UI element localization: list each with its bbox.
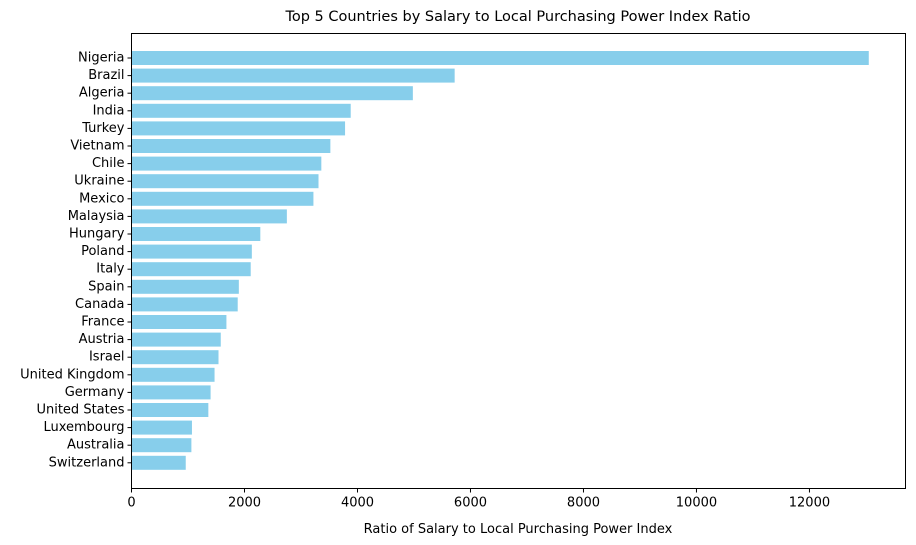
y-tick-label-hungary: Hungary [69, 227, 125, 242]
y-tick-label-vietnam: Vietnam [70, 139, 124, 154]
bar-poland [131, 244, 252, 259]
x-tick-label-10000: 10000 [676, 496, 717, 511]
x-tick-label-12000: 12000 [789, 496, 830, 511]
bar-australia [131, 438, 192, 453]
y-tick-label-chile: Chile [92, 156, 125, 171]
x-axis-ticks: 0 2000 4000 6000 8000 10000 12000 [127, 488, 830, 511]
y-tick-label-france: France [81, 315, 124, 330]
y-tick-label-nigeria: Nigeria [78, 51, 125, 66]
bar-canada [131, 297, 238, 312]
y-tick-label-germany: Germany [65, 385, 125, 400]
y-tick-label-austria: Austria [79, 332, 125, 347]
y-tick-label-australia: Australia [67, 438, 125, 453]
bar-spain [131, 279, 239, 294]
x-tick-label-2000: 2000 [228, 496, 261, 511]
bar-hungary [131, 227, 261, 241]
y-tick-label-ukraine: Ukraine [74, 174, 124, 189]
y-tick-label-united-states: United States [36, 403, 124, 418]
bar-brazil [131, 68, 455, 83]
bar-italy [131, 262, 251, 277]
bar-algeria [131, 86, 413, 101]
y-tick-label-malaysia: Malaysia [68, 209, 125, 224]
y-tick-label-switzerland: Switzerland [49, 455, 125, 470]
bar-chile [131, 156, 322, 171]
bars-group [131, 51, 869, 470]
y-tick-label-poland: Poland [81, 244, 124, 259]
plot-frame [131, 33, 906, 489]
x-tick-label-8000: 8000 [567, 496, 600, 511]
y-axis-ticks: Nigeria Brazil Algeria India Turkey Vietnam Ch… [20, 51, 132, 470]
bar-mexico [131, 191, 314, 206]
x-axis-label: Ratio of Salary to Local Purchasing Powe… [364, 522, 673, 537]
y-tick-label-spain: Spain [88, 279, 124, 294]
bar-united-kingdom [131, 367, 215, 382]
y-tick-label-israel: Israel [89, 350, 125, 365]
bar-vietnam [131, 139, 331, 153]
x-tick-label-0: 0 [127, 496, 135, 511]
bar-malaysia [131, 209, 287, 224]
y-tick-label-algeria: Algeria [79, 86, 125, 101]
bar-india [131, 103, 351, 118]
bar-ukraine [131, 174, 319, 189]
bar-united-states [131, 403, 209, 417]
y-tick-label-mexico: Mexico [79, 191, 124, 206]
y-tick-label-turkey: Turkey [81, 121, 125, 136]
y-tick-label-brazil: Brazil [88, 68, 124, 83]
y-tick-label-luxembourg: Luxembourg [43, 420, 124, 435]
bar-germany [131, 385, 211, 400]
y-tick-label-united-kingdom: United Kingdom [20, 367, 124, 382]
y-tick-label-canada: Canada [75, 297, 124, 312]
bar-austria [131, 332, 221, 347]
chart-title: Top 5 Countries by Salary to Local Purch… [284, 9, 750, 25]
bar-nigeria [131, 51, 869, 65]
y-tick-label-india: India [93, 103, 125, 118]
x-tick-label-6000: 6000 [454, 496, 487, 511]
x-tick-label-4000: 4000 [341, 496, 374, 511]
bar-luxembourg [131, 420, 192, 435]
bar-france [131, 315, 227, 329]
bar-israel [131, 350, 219, 365]
bar-turkey [131, 121, 346, 136]
bar-switzerland [131, 455, 186, 470]
y-tick-label-italy: Italy [96, 262, 125, 277]
